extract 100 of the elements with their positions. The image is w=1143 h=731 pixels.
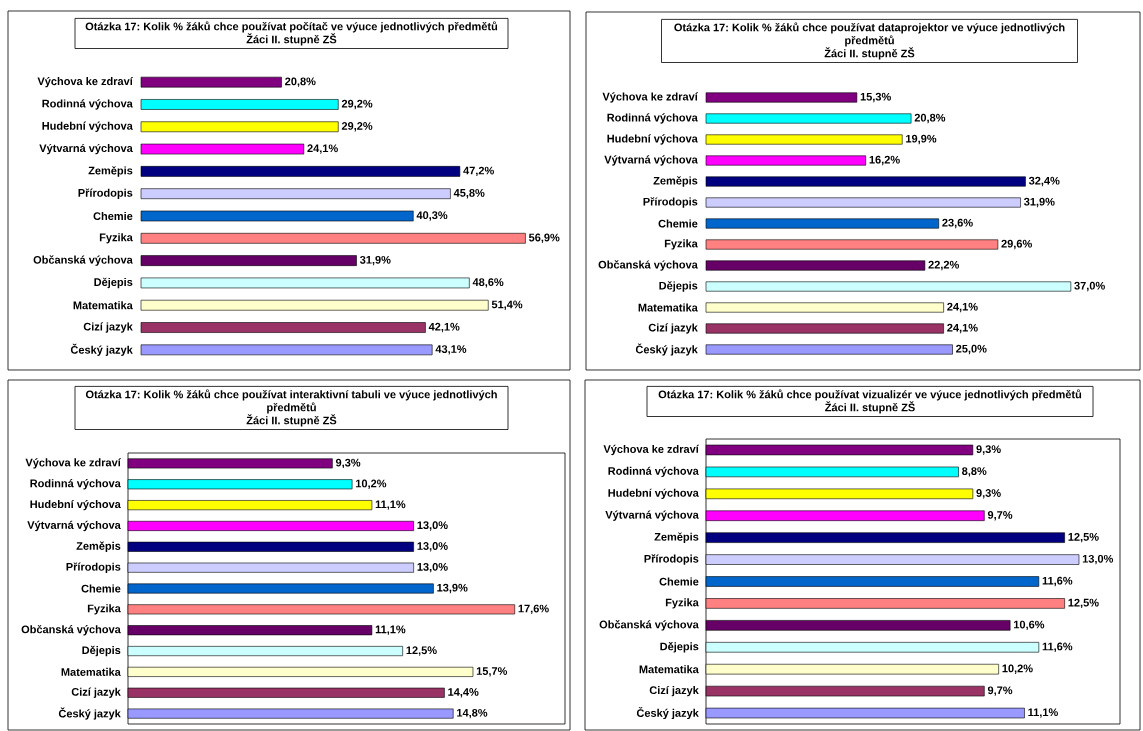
data-label: 15,3% xyxy=(860,92,891,103)
data-label: 11,1% xyxy=(375,500,406,510)
y-tick-label: Občanská výchova xyxy=(598,260,698,271)
y-tick-label: Přírodopis xyxy=(644,554,699,565)
data-label: 20,8% xyxy=(914,113,946,124)
chart-title: Otázka 17: Kolik % žáků chce používat vizualizér ve výuce jednotlivých předmětů xyxy=(658,389,1082,401)
y-tick-label: Chemie xyxy=(81,584,121,593)
data-label: 11,6% xyxy=(1042,642,1073,652)
y-tick-label: Zeměpis xyxy=(88,166,133,177)
y-tick-label: Zeměpis xyxy=(653,176,698,187)
y-tick-label: Matematika xyxy=(639,665,699,674)
bar xyxy=(705,302,944,313)
y-tick-label: Občanská výchova xyxy=(33,255,133,266)
data-label: 11,6% xyxy=(1042,576,1073,587)
bar xyxy=(705,218,939,229)
y-tick-label: Občanská výchova xyxy=(599,620,699,631)
y-tick-label: Český jazyk xyxy=(70,343,133,356)
data-label: 10,2% xyxy=(1002,664,1033,674)
data-label: 42,1% xyxy=(428,322,460,333)
data-label: 9,7% xyxy=(987,686,1013,696)
data-label: 31,9% xyxy=(1023,197,1055,208)
bar xyxy=(140,255,357,266)
chart-subtitle: Žáci II. stupně ZŠ xyxy=(824,47,915,60)
data-label: 20,8% xyxy=(285,77,316,87)
data-label: 31,9% xyxy=(359,255,391,266)
data-label: 45,8% xyxy=(453,188,485,199)
data-label: 12,5% xyxy=(406,646,437,656)
data-label: 9,3% xyxy=(335,458,361,469)
y-tick-label: Dějepis xyxy=(659,281,698,292)
data-label: 22,2% xyxy=(928,260,959,271)
y-tick-label: Dějepis xyxy=(94,277,133,289)
chart-subtitle: Žáci II. stupně ZŠ xyxy=(825,401,915,414)
y-tick-label: Výchova ke zdraví xyxy=(603,444,700,456)
data-label: 13,0% xyxy=(417,562,448,573)
y-tick-label: Fyzika xyxy=(664,239,698,250)
data-label: 13,9% xyxy=(437,583,468,594)
y-tick-label: Rodinná výchova xyxy=(608,466,699,478)
bar xyxy=(705,239,999,250)
y-tick-label: Chemie xyxy=(659,577,699,586)
y-tick-label: Hudební výchova xyxy=(608,488,699,499)
bar xyxy=(705,113,912,124)
data-label: 10,6% xyxy=(1014,620,1045,631)
y-tick-label: Matematika xyxy=(61,667,121,676)
data-label: 14,8% xyxy=(457,708,488,719)
y-tick-label: Zeměpis xyxy=(76,541,121,553)
y-tick-label: Cizí jazyk xyxy=(649,685,699,697)
bar xyxy=(140,299,489,311)
y-tick-label: Přírodopis xyxy=(66,562,121,573)
data-label: 24,1% xyxy=(307,144,338,154)
chart-title: Otázka 17: Kolik % žáků chce používat dataprojektor ve výuce jednotlivých předmětů xyxy=(674,22,1065,47)
chart-title: Otázka 17: Kolik % žáků chce používat interaktivní tabuli ve výuce jednotlivých předmětů xyxy=(85,389,497,414)
bar xyxy=(705,155,867,166)
bar xyxy=(140,188,451,200)
y-tick-label: Matematika xyxy=(638,303,698,312)
bar xyxy=(140,344,433,356)
bar xyxy=(705,281,1072,292)
y-tick-label: Český jazyk xyxy=(635,343,698,356)
data-label: 11,1% xyxy=(375,625,406,635)
data-label: 24,1% xyxy=(947,302,978,313)
data-label: 8,8% xyxy=(962,467,987,477)
y-tick-label: Výtvarná výchova xyxy=(39,143,133,155)
y-tick-label: Výtvarná výchova xyxy=(27,520,121,532)
y-tick-label: Přírodopis xyxy=(643,197,698,208)
data-label: 43,1% xyxy=(435,345,467,355)
data-label: 29,2% xyxy=(341,99,373,110)
y-tick-label: Chemie xyxy=(658,219,698,228)
y-tick-label: Chemie xyxy=(93,211,133,221)
data-label: 29,2% xyxy=(341,122,373,132)
y-tick-label: Dějepis xyxy=(82,645,121,657)
data-label: 48,6% xyxy=(472,278,504,288)
bar xyxy=(140,76,282,88)
data-label: 10,2% xyxy=(356,479,387,489)
y-tick-label: Fyzika xyxy=(665,598,699,609)
y-tick-label: Fyzika xyxy=(99,233,133,244)
y-tick-label: Český jazyk xyxy=(58,707,121,720)
bar xyxy=(705,197,1021,208)
chart-title: Otázka 17: Kolik % žáků chce používat počítač ve výuce jednotlivých předmětů xyxy=(85,21,498,33)
y-tick-label: Rodinná výchova xyxy=(607,113,698,124)
y-tick-label: Rodinná výchova xyxy=(30,479,121,490)
data-label: 12,5% xyxy=(1068,532,1099,543)
data-label: 47,2% xyxy=(463,166,494,177)
data-label: 37,0% xyxy=(1074,281,1105,292)
bar xyxy=(140,166,461,177)
data-label: 9,3% xyxy=(976,489,1001,499)
data-label: 32,4% xyxy=(1028,176,1060,187)
y-tick-label: Výchova ke zdraví xyxy=(602,92,699,103)
bar xyxy=(140,121,339,133)
data-label: 56,9% xyxy=(528,233,560,243)
data-label: 16,2% xyxy=(869,155,900,166)
y-tick-label: Zeměpis xyxy=(654,532,699,543)
chart-subtitle: Žáci II. stupně ZŠ xyxy=(246,33,337,46)
data-label: 40,3% xyxy=(416,211,448,221)
y-tick-label: Cizí jazyk xyxy=(648,323,698,334)
data-label: 9,7% xyxy=(987,511,1013,521)
data-label: 29,6% xyxy=(1001,239,1032,250)
data-label: 13,0% xyxy=(417,542,448,552)
y-tick-label: Fyzika xyxy=(87,604,121,615)
y-tick-label: Matematika xyxy=(73,301,133,310)
data-label: 11,1% xyxy=(1028,708,1058,718)
bar xyxy=(705,92,858,103)
